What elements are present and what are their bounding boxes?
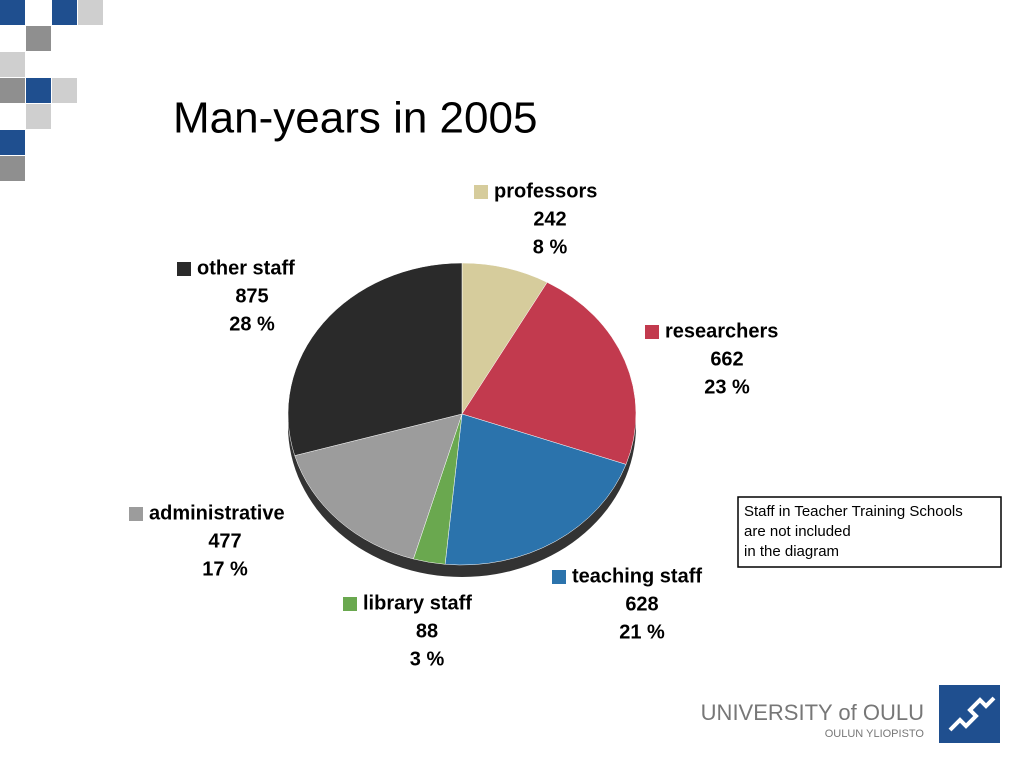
legend-swatch [343,597,357,611]
note-box: Staff in Teacher Training Schools are no… [737,496,1002,568]
pie-slice [287,262,463,456]
legend-swatch [474,185,488,199]
slice-percent: 21 % [619,621,665,643]
corner-decoration [0,0,103,181]
slice-value: 662 [710,348,743,370]
chart-title: Man-years in 2005 [173,94,537,143]
pie [287,262,637,566]
legend-swatch [645,325,659,339]
university-name: UNIVERSITY of OULU [701,700,924,725]
note-line: in the diagram [744,543,839,560]
slice-name: library staff [363,592,472,614]
note-line: Staff in Teacher Training Schools [744,503,963,520]
legend-swatch [177,262,191,276]
slice-percent: 17 % [202,558,248,580]
slice-percent: 8 % [533,236,568,258]
labels: professors 242 8 % researchers 662 23 % teachi… [129,180,778,670]
pie-slice [294,413,463,560]
slice-name: professors [494,180,597,202]
slice-percent: 23 % [704,376,750,398]
slice-name: administrative [149,502,285,524]
pie-slice [461,282,637,465]
slice-value: 477 [208,530,241,552]
legend-swatch [129,507,143,521]
slice-name: other staff [197,257,295,279]
slice-percent: 28 % [229,313,275,335]
pie-slice [444,413,627,566]
slice-percent: 3 % [410,648,445,670]
university-subtitle: OULUN YLIOPISTO [825,728,925,740]
university-logo [939,685,1000,743]
slice-name: researchers [665,320,778,342]
slice-value: 88 [416,620,438,642]
note-line: are not included [744,523,851,540]
slice-value: 242 [533,208,566,230]
slice-value: 628 [625,593,658,615]
slice-name: teaching staff [572,565,702,587]
pie-slice [461,262,548,415]
legend-swatch [552,570,566,584]
slice-value: 875 [235,285,268,307]
